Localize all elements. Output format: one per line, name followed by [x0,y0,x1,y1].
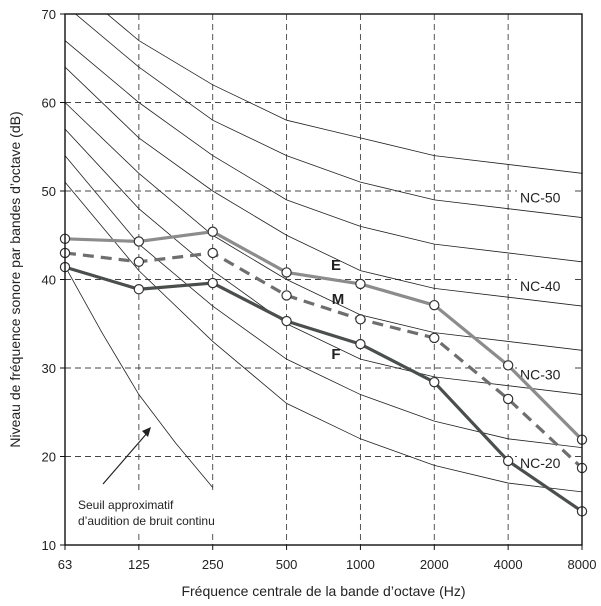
x-tick-label: 4000 [494,557,523,572]
series-line-m [64,251,584,470]
series-line-e [64,230,584,441]
nc-label-bg [517,366,571,384]
x-tick-label: 250 [202,557,224,572]
data-point-m [429,332,440,344]
data-point-e [207,226,218,237]
data-point-f [429,376,440,388]
data-point-e [281,267,292,278]
x-tick-label: 125 [128,557,150,572]
data-point-e [429,299,440,311]
axes: 63 125 250 500 1000 2000 4000 8000 10 20 30 40 50 60 7… [42,7,597,572]
x-axis-title: Fréquence centrale de la bande d’octave … [181,583,465,599]
nc-curve [74,14,582,218]
y-tick-label: 50 [42,184,56,199]
y-tick-label: 40 [42,273,56,288]
data-point-m [502,393,514,405]
data-point-m [133,256,145,267]
hearing-threshold: Seuil approximatif d’audition de bruit co… [64,266,252,534]
nc-curve [65,102,582,351]
series-label-e: E [331,257,341,274]
nc-curve [65,155,582,449]
data-point-f [502,455,514,467]
y-tick-label: 60 [42,96,56,111]
threshold-curve [64,266,214,488]
data-point-e [502,360,514,371]
nc-label: NC-20 [520,455,561,471]
nc-label: NC-30 [520,367,561,383]
data-point-m [355,314,366,325]
x-tick-label: 2000 [420,557,449,572]
nc-curve [65,66,582,307]
y-tick-label: 20 [42,450,56,465]
nc-label-bg [517,455,571,473]
y-tick-label: 10 [42,538,56,553]
data-point-f [133,284,145,295]
nc-curve [65,40,582,263]
nc-label: NC-40 [520,278,561,294]
threshold-label: Seuil approximatif [78,498,174,512]
y-tick-label: 70 [42,7,56,22]
nc-curve [65,181,582,493]
data-point-f [281,315,292,327]
data-point-e [133,236,145,247]
data-point-e [355,278,366,290]
data-point-f [355,338,366,350]
x-tick-label: 8000 [568,557,597,572]
data-point-m [207,247,218,259]
nc-curve [65,128,582,395]
data-point-f [207,277,218,289]
threshold-label: d’audition de bruit continu [78,514,215,528]
y-tick-label: 30 [42,361,56,376]
series-line-f [64,265,583,513]
x-tick-label: 1000 [346,557,375,572]
data-point-m [281,290,292,301]
y-axis-title: Niveau de fréquence sonore par bandes d’… [7,111,23,447]
threshold-label-bg [72,494,252,534]
nc-label: NC-50 [520,190,561,206]
series-label-f: F [331,346,340,363]
series-label-m: M [332,291,345,308]
nc-curves: NC-50 NC-40 NC-30 NC-20 [65,14,582,493]
measurement-series: EM F [59,226,588,517]
threshold-arrowhead [142,427,151,437]
x-tick-label: 500 [276,557,298,572]
threshold-arrow [102,431,149,485]
nc-label-bg [517,278,571,296]
x-tick-label: 63 [58,557,72,572]
nc-label-bg [517,189,571,207]
nc-curve [106,14,582,174]
